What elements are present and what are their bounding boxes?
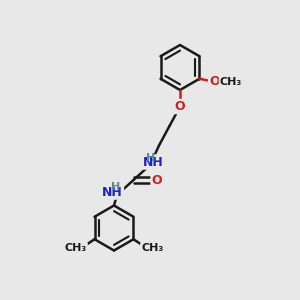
Text: CH₃: CH₃ bbox=[141, 243, 164, 253]
Text: O: O bbox=[209, 75, 220, 88]
Text: NH: NH bbox=[102, 185, 123, 199]
Text: O: O bbox=[152, 173, 162, 187]
Text: CH₃: CH₃ bbox=[64, 243, 87, 253]
Text: H: H bbox=[111, 182, 120, 192]
Text: NH: NH bbox=[143, 155, 164, 169]
Text: CH₃: CH₃ bbox=[220, 77, 242, 87]
Text: H: H bbox=[146, 152, 155, 163]
Text: O: O bbox=[175, 100, 185, 113]
